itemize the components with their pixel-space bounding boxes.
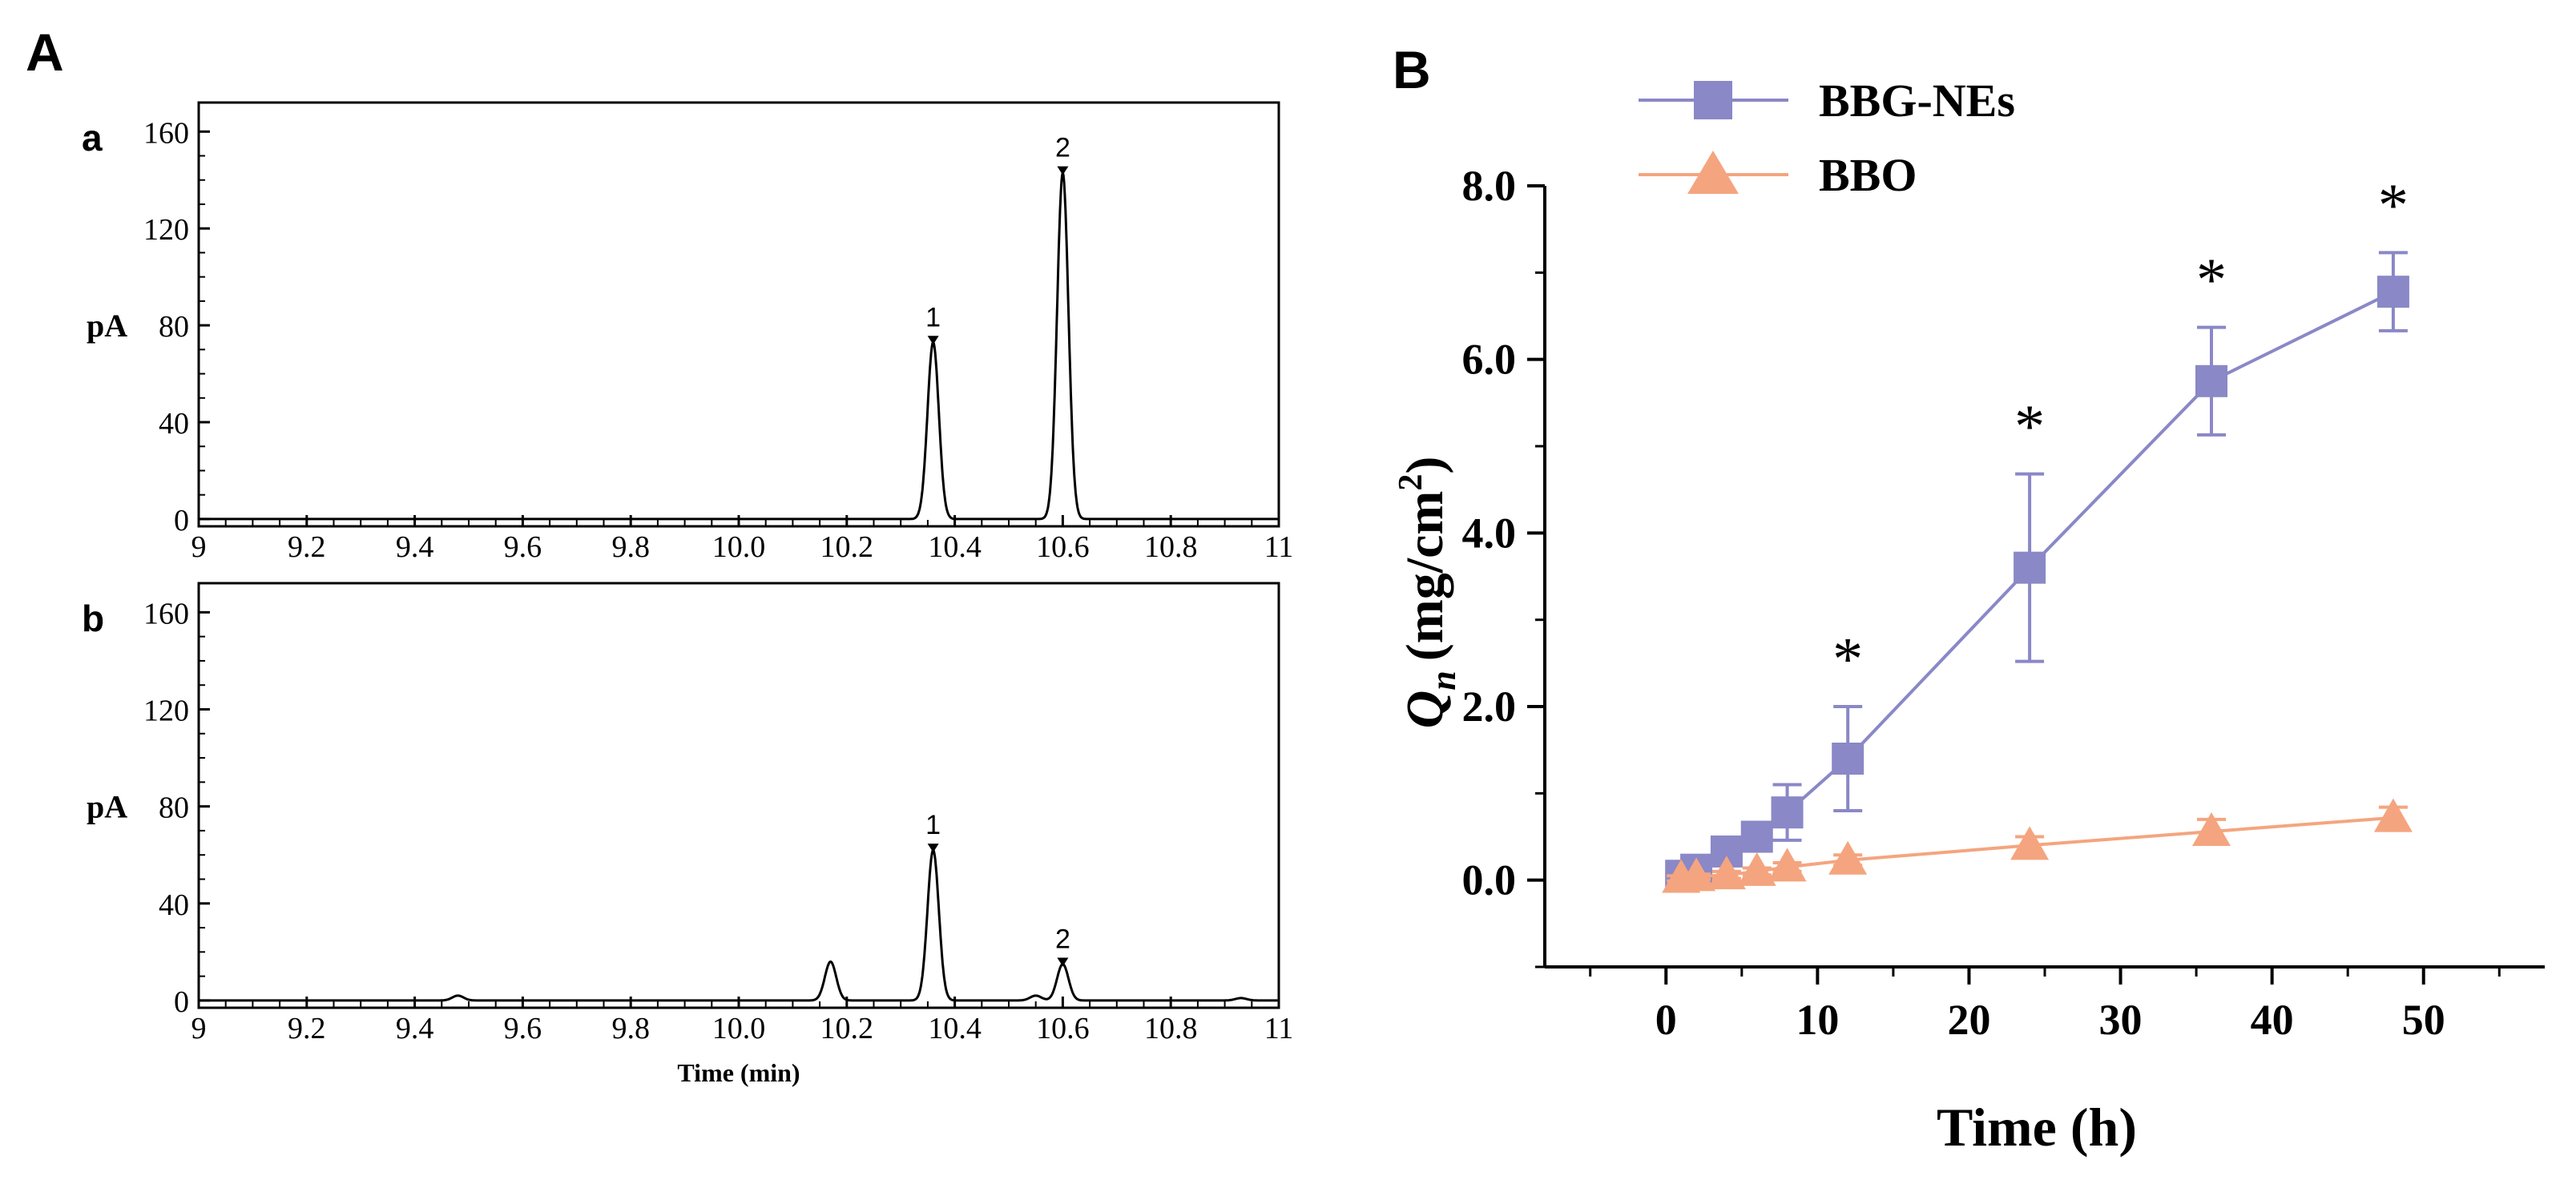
panel-label-b: B (1393, 40, 1431, 99)
y-tick-label: 0 (174, 985, 189, 1019)
y-axis-label: Qn (mg/cm2) (1393, 457, 1463, 729)
x-tick-label: 9.6 (504, 1012, 542, 1045)
legend-marker (1687, 151, 1739, 194)
x-tick-label: 20 (1947, 996, 1990, 1044)
peak-marker (927, 844, 939, 853)
chromatogram-b: 0 40 80 120 160 9 9.2 9.4 9.6 9.8 10.0 10.2 10.4 10.6… (82, 582, 1294, 1087)
x-tick-label: 10.8 (1144, 530, 1198, 564)
y-label-symbol: Q (1396, 691, 1454, 729)
x-tick-label: 11 (1264, 530, 1294, 564)
x-axis-label: Time (min) (677, 1058, 800, 1087)
x-tick-label: 10 (1796, 996, 1839, 1044)
plot-frame (197, 582, 1280, 1009)
peak-label: 2 (1055, 924, 1070, 954)
data-point (1768, 848, 1807, 882)
signal-trace (199, 167, 1279, 521)
y-tick-label: 6.0 (1462, 336, 1517, 384)
significance-asterisk: * (2014, 393, 2045, 461)
data-point (1771, 796, 1804, 829)
peak-marker (927, 336, 939, 345)
subplot-label: a (82, 117, 103, 159)
subplot-label: b (82, 598, 104, 639)
x-tick-label: 10.2 (820, 530, 874, 564)
data-point (1832, 743, 1864, 775)
data-point (1737, 852, 1776, 886)
x-tick-label: 10.0 (712, 530, 766, 564)
y-label-superscript: 2 (1393, 474, 1429, 491)
data-point (1677, 857, 1716, 892)
y-tick-label: 40 (159, 407, 189, 441)
y-tick-label: 80 (159, 791, 189, 825)
peak-label: 1 (925, 302, 941, 332)
x-tick-label: 10.4 (928, 1012, 982, 1045)
chromatogram-a: 0 40 80 120 160 9 9.2 9.4 9.6 9.8 10.0 10.2 10.4 10.6… (82, 101, 1294, 564)
y-axis-label: pA (87, 308, 127, 344)
y-tick-label: 120 (143, 694, 189, 727)
y-tick-label: 160 (143, 597, 189, 630)
x-tick-label: 10.8 (1144, 1012, 1198, 1045)
legend-label: BBO (1819, 149, 1917, 201)
y-tick-label: 0.0 (1462, 856, 1517, 904)
x-tick-label: 10.6 (1036, 1012, 1090, 1045)
y-tick-label: 40 (159, 888, 189, 922)
y-tick-label: 160 (143, 116, 189, 150)
x-tick-label: 9.2 (288, 1012, 326, 1045)
x-tick-label: 30 (2099, 996, 2143, 1044)
y-tick-label: 80 (159, 310, 189, 344)
signal-trace (199, 848, 1279, 1002)
y-label-subscript: n (1424, 671, 1463, 690)
x-tick-label: 40 (2251, 996, 2294, 1044)
x-tick-label: 9 (191, 530, 207, 564)
data-point (2195, 364, 2227, 397)
y-axis-label: pA (87, 789, 127, 825)
data-point (1740, 820, 1773, 853)
x-tick-label: 9.8 (611, 1012, 650, 1045)
x-axis-label: Time (h) (1937, 1097, 2137, 1158)
data-point (2376, 276, 2409, 308)
series-bbo (1662, 798, 2413, 893)
significance-asterisk: * (2196, 247, 2227, 314)
plot-frame (197, 101, 1280, 528)
x-tick-label: 9 (191, 1012, 207, 1045)
x-tick-label: 10.2 (820, 1012, 874, 1045)
release-chart: 0.0 2.0 4.0 6.0 8.0 0 10 20 30 40 50 Time (h) Qn (mg/… (1393, 75, 2545, 1158)
x-tick-label: 10.0 (712, 1012, 766, 1045)
peak-label: 1 (925, 810, 941, 840)
x-tick-label: 10.6 (1036, 530, 1090, 564)
y-tick-label: 0 (174, 504, 189, 538)
data-point (1707, 856, 1746, 890)
x-tick-label: 0 (1655, 996, 1677, 1044)
data-point (2014, 551, 2046, 584)
data-point (1828, 840, 1868, 875)
peak-label: 2 (1055, 133, 1070, 163)
y-tick-label: 4.0 (1462, 509, 1517, 557)
y-tick-label: 2.0 (1462, 683, 1517, 731)
x-tick-label: 9.8 (611, 530, 650, 564)
x-tick-label: 50 (2402, 996, 2445, 1044)
y-label-close: ) (1396, 457, 1454, 474)
legend-label: BBG-NEs (1819, 75, 2015, 127)
y-tick-label: 8.0 (1462, 162, 1517, 210)
peak-marker (1057, 166, 1069, 175)
x-tick-label: 9.2 (288, 530, 326, 564)
panel-label-a: A (26, 22, 64, 82)
y-label-unit: (mg/cm (1396, 491, 1454, 662)
legend: BBG-NEs BBO (1639, 75, 2015, 201)
y-tick-label: 120 (143, 213, 189, 247)
data-point (2373, 798, 2413, 832)
series-bbg-nes (1665, 251, 2409, 892)
x-tick-label: 9.6 (504, 530, 542, 564)
significance-asterisk: * (1832, 626, 1863, 693)
data-point (2192, 812, 2231, 846)
x-tick-label: 11 (1264, 1012, 1294, 1045)
x-tick-label: 10.4 (928, 530, 982, 564)
x-tick-label: 9.4 (396, 530, 434, 564)
x-tick-label: 9.4 (396, 1012, 434, 1045)
significance-asterisk: * (2378, 171, 2409, 239)
legend-marker (1694, 81, 1732, 119)
data-point (2010, 826, 2050, 860)
peak-marker (1057, 957, 1069, 967)
